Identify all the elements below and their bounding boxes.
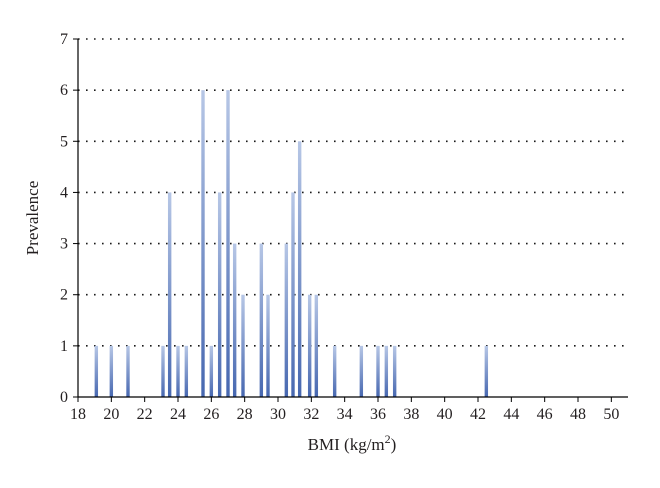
bar	[384, 345, 389, 397]
bar	[217, 192, 222, 397]
bar	[201, 90, 205, 398]
bars	[94, 90, 489, 398]
y-tick-label: 3	[60, 236, 68, 253]
bar	[209, 345, 214, 397]
x-tick-label: 36	[370, 406, 386, 423]
x-tick-label: 44	[503, 406, 519, 423]
bar	[161, 345, 165, 397]
bar	[259, 243, 264, 397]
bar	[184, 345, 189, 397]
y-tick-label: 7	[60, 31, 68, 48]
x-tick-label: 42	[470, 406, 486, 423]
x-tick-label: 50	[603, 406, 619, 423]
bar	[284, 243, 289, 397]
x-axis-title-end: )	[391, 435, 397, 454]
bar	[376, 345, 380, 397]
bar	[94, 345, 99, 397]
x-tick-label: 38	[403, 406, 419, 423]
bar	[392, 345, 397, 397]
x-axis-title-main: BMI (kg/m	[308, 435, 385, 454]
bar	[126, 345, 130, 397]
bar	[359, 345, 364, 397]
x-tick-label: 24	[170, 406, 186, 423]
y-axis-title: Prevalence	[23, 181, 42, 256]
bar	[307, 294, 312, 397]
grid-lines	[78, 38, 628, 347]
x-tick-label: 18	[70, 406, 86, 423]
y-tick-label: 5	[60, 133, 68, 150]
x-axis-title: BMI (kg/m2)	[308, 432, 397, 454]
bar	[241, 294, 245, 397]
x-tick-label: 20	[103, 406, 119, 423]
x-ticks: 18 20 22 24 26 28 30 32 34 36 38 40 42 44 46 48 50	[70, 397, 619, 423]
y-tick-label: 2	[60, 287, 68, 304]
bar	[232, 243, 237, 397]
x-tick-label: 34	[337, 406, 353, 423]
bar	[332, 345, 337, 397]
x-tick-label: 46	[537, 406, 553, 423]
x-tick-label: 40	[437, 406, 453, 423]
bar	[109, 345, 114, 397]
y-tick-label: 0	[60, 389, 68, 406]
bar	[314, 294, 319, 397]
bar	[226, 90, 230, 398]
bar	[484, 345, 489, 397]
x-tick-label: 30	[270, 406, 286, 423]
x-tick-label: 22	[137, 406, 153, 423]
y-tick-label: 4	[60, 184, 68, 201]
bar	[176, 345, 180, 397]
bar	[266, 294, 270, 397]
bar	[291, 192, 295, 397]
y-tick-label: 6	[60, 82, 68, 99]
x-axis-title-superscript: 2	[385, 432, 391, 446]
y-tick-label: 1	[60, 338, 68, 355]
x-tick-label: 26	[203, 406, 219, 423]
x-tick-label: 28	[237, 406, 253, 423]
x-tick-label: 32	[303, 406, 319, 423]
x-tick-label: 48	[570, 406, 586, 423]
bar	[167, 192, 172, 397]
bar	[297, 141, 302, 397]
axes	[77, 39, 628, 398]
y-ticks: 0 1 2 3 4 5 6 7	[60, 31, 78, 406]
